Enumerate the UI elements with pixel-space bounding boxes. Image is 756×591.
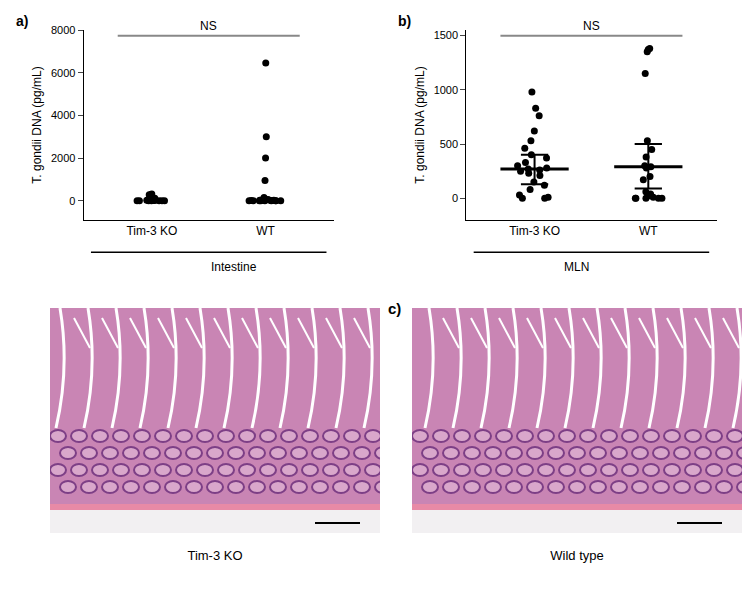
svg-text:NS: NS: [583, 19, 600, 33]
svg-text:Tim-3 KO: Tim-3 KO: [509, 224, 560, 238]
svg-text:T. gondii DNA (pg/mL): T. gondii DNA (pg/mL): [413, 66, 427, 183]
html-text:c): c): [388, 300, 402, 317]
svg-text:T. gondii DNA (pg/mL): T. gondii DNA (pg/mL): [30, 66, 44, 183]
svg-text:6000: 6000: [51, 67, 75, 79]
svg-text:8000: 8000: [51, 24, 75, 36]
html-text:Wild type: Wild type: [550, 548, 604, 563]
svg-text:a): a): [16, 13, 28, 29]
svg-text:1000: 1000: [434, 84, 458, 96]
svg-text:2000: 2000: [51, 152, 75, 164]
svg-text:b): b): [398, 13, 411, 29]
svg-text:MLN: MLN: [564, 260, 589, 274]
svg-text:WT: WT: [256, 224, 275, 238]
svg-text:WT: WT: [639, 224, 658, 238]
svg-text:0: 0: [452, 192, 458, 204]
svg-text:Intestine: Intestine: [211, 260, 257, 274]
html-text:Tim-3 KO: Tim-3 KO: [187, 548, 243, 563]
svg-text:1500: 1500: [434, 29, 458, 41]
svg-text:0: 0: [69, 195, 75, 207]
svg-text:4000: 4000: [51, 109, 75, 121]
svg-text:NS: NS: [200, 19, 217, 33]
svg-text:Tim-3 KO: Tim-3 KO: [126, 224, 177, 238]
svg-text:500: 500: [440, 138, 458, 150]
